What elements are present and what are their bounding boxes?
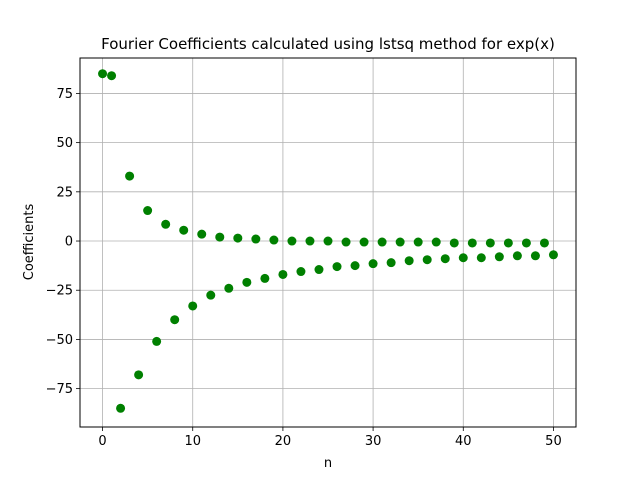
y-tick-label: −25 [46,284,73,299]
data-point [314,265,324,275]
y-tick-label: 0 [65,235,73,250]
data-point [143,206,153,216]
y-tick-label: 25 [56,185,73,200]
data-point [197,229,207,239]
data-point [269,235,279,245]
data-point [215,232,225,242]
data-point [548,250,558,260]
data-point [287,236,297,246]
data-point [332,262,342,272]
x-tick-label: 10 [184,434,201,449]
x-tick-label: 30 [365,434,382,449]
data-point [467,238,477,248]
data-point [413,237,423,247]
y-tick-label: 50 [56,136,73,151]
data-point [377,237,387,247]
data-point [134,370,144,380]
data-point [539,238,549,248]
x-axis-label: n [324,456,332,471]
data-point [260,273,270,283]
data-point [206,290,216,300]
data-point [224,283,234,293]
data-point [530,251,540,261]
data-point [386,258,396,268]
data-point [98,69,108,79]
data-point [305,236,315,246]
data-point [476,253,486,263]
data-point [449,238,459,248]
chart-title: Fourier Coefficients calculated using ls… [101,35,555,53]
x-tick-label: 0 [98,434,106,449]
data-point [341,237,351,247]
data-point [179,225,189,235]
data-point [251,234,261,244]
data-point [512,251,522,261]
data-point [494,252,504,262]
data-point [404,256,414,266]
data-point [440,254,450,264]
data-point [431,237,441,247]
data-points [98,69,558,413]
data-point [485,238,495,248]
data-point [107,71,117,81]
data-point [323,236,333,246]
y-tick-label: 75 [56,87,73,102]
data-point [170,315,180,325]
y-tick-label: −75 [46,382,73,397]
plot-frame [79,57,577,428]
data-point [350,261,360,271]
data-point [422,255,432,265]
data-point [503,238,513,248]
data-point [233,233,243,243]
y-axis-ticks: −75 −50 −25 0 25 50 75 [46,87,80,397]
data-point [152,336,162,346]
data-point [242,277,252,287]
data-point [359,237,369,247]
data-point [278,269,288,279]
y-tick-label: −50 [46,333,73,348]
data-point [188,301,198,311]
data-point [296,267,306,277]
x-tick-label: 50 [545,434,562,449]
y-axis-label: Coefficients [22,204,37,281]
data-point [458,253,468,263]
x-tick-label: 20 [275,434,292,449]
data-point [161,219,171,229]
data-point [368,259,378,269]
data-point [395,237,405,247]
data-point [125,171,135,181]
data-point [116,403,126,413]
x-tick-label: 40 [455,434,472,449]
data-point [521,238,531,248]
x-axis-ticks: 0 10 20 30 40 50 [98,427,562,449]
